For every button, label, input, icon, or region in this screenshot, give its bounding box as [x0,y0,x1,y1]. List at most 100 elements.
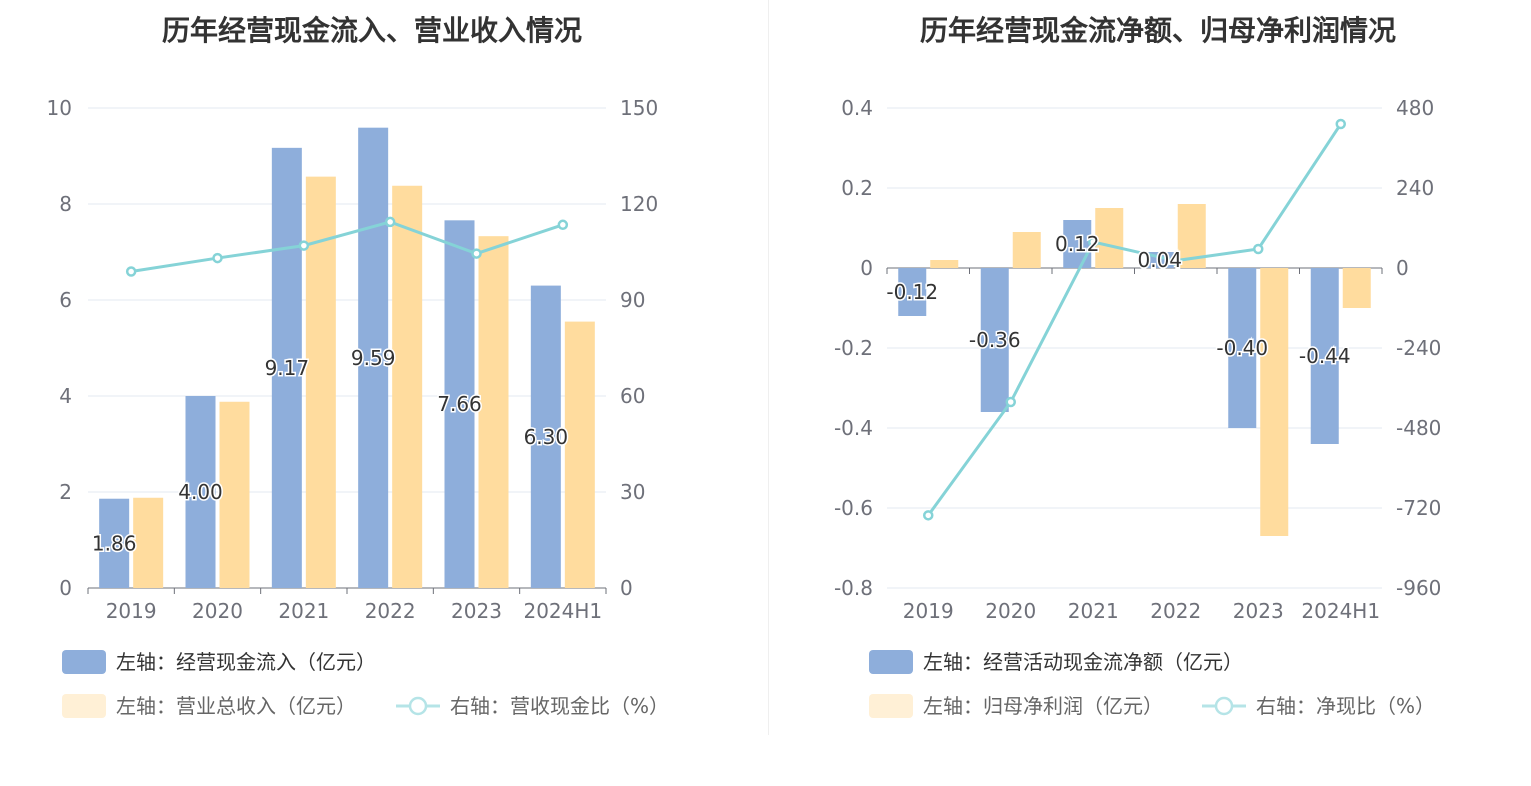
y-right-tick-label: -480 [1396,416,1441,440]
y-right-tick-label: 60 [620,384,645,408]
bar-data-label: 7.66 [437,392,482,416]
legend-label: 右轴：净现比（%） [1256,694,1435,718]
bar-data-label: 9.17 [265,356,310,380]
x-category-label: 2024H1 [523,599,602,623]
x-category-label: 2021 [1068,599,1119,623]
ratio-point [471,248,482,259]
y-right-tick-label: 480 [1396,96,1434,120]
bar-secondary [219,401,250,588]
y-left-tick-label: 0.2 [841,176,873,200]
right-chart-panel: 历年经营现金流净额、归母净利润情况 -0.8 -960 -0.6 -720 -0.4 -48… [770,0,1531,786]
bar-data-label: -0.44 [1299,344,1351,368]
legend-label: 右轴：营收现金比（%） [450,694,669,718]
legend-line-marker [408,696,428,716]
x-category-label: 2019 [106,599,157,623]
bar-primary [1228,268,1257,428]
bar-primary [358,127,389,589]
legend-swatch [62,650,106,674]
y-left-tick-label: -0.8 [834,576,873,600]
legend-label: 左轴：归母净利润（亿元） [923,694,1163,718]
y-right-tick-label: 120 [620,192,658,216]
chart-title: 历年经营现金流净额、归母净利润情况 [920,14,1396,47]
bar-data-label: -0.12 [886,280,938,304]
y-right-tick-label: -720 [1396,496,1441,520]
y-left-tick-label: -0.4 [834,416,873,440]
left-chart-panel: 历年经营现金流入、营业收入情况 0 0 2 30 4 60 6 90 8 120 10 150 2019 2… [0,0,765,786]
bar-data-label: 9.59 [351,346,396,370]
legend-swatch [62,694,106,718]
ratio-point [298,240,310,251]
y-left-tick-label: 0 [860,256,873,280]
bar-primary [980,268,1009,412]
y-right-tick-label: -960 [1396,576,1441,600]
bar-data-label: -0.40 [1216,336,1268,360]
bar-secondary [1095,208,1124,268]
legend-swatch [869,650,913,674]
bar-data-label: 6.30 [524,425,569,449]
right-chart: 历年经营现金流净额、归母净利润情况 -0.8 -960 -0.6 -720 -0.4 -48… [834,14,1441,718]
ratio-point [1335,118,1346,130]
left-chart: 历年经营现金流入、营业收入情况 0 0 2 30 4 60 6 90 8 120 10 150 2019 2… [47,14,669,718]
bar-data-label: -0.36 [969,328,1021,352]
bar-primary [1310,268,1339,444]
ratio-point [557,219,569,231]
bar-data-label: 0.04 [1137,248,1182,272]
ratio-point [125,266,137,277]
x-category-label: 2022 [365,599,416,623]
x-category-label: 2019 [903,599,954,623]
x-category-label: 2021 [278,599,329,623]
ratio-point [1088,236,1099,248]
y-right-tick-label: 0 [620,576,633,600]
chart-title: 历年经营现金流入、营业收入情况 [162,14,582,47]
legend-label: 左轴：营业总收入（亿元） [116,694,356,718]
panel-divider [768,0,769,735]
y-right-tick-label: 30 [620,480,645,504]
bar-secondary [478,236,509,588]
y-left-tick-label: 4 [59,384,72,408]
y-left-tick-label: -0.6 [834,496,873,520]
x-category-label: 2023 [451,599,502,623]
bar-primary [1063,220,1092,268]
x-category-label: 2020 [985,599,1036,623]
y-right-tick-label: 90 [620,288,645,312]
ratio-point [212,252,223,264]
ratio-point [1253,243,1264,255]
y-left-tick-label: 0 [59,576,72,600]
legend-label: 左轴：经营活动现金流净额（亿元） [923,650,1243,674]
bar-secondary [1260,268,1289,536]
bar-data-label: 1.86 [92,531,137,555]
bar-secondary [133,497,164,588]
ratio-point [1170,255,1181,266]
bar-secondary [392,185,423,588]
y-left-tick-label: 8 [59,192,72,216]
y-left-tick-label: -0.2 [834,336,873,360]
ratio-point [384,216,396,228]
legend-swatch [869,694,913,718]
bar-primary [99,498,130,588]
bar-primary [898,268,927,316]
bar-primary [271,147,302,588]
y-left-tick-label: 2 [59,480,72,504]
bar-secondary [1342,268,1371,308]
x-category-label: 2022 [1150,599,1201,623]
x-category-label: 2020 [192,599,243,623]
ratio-point [1005,396,1016,408]
y-right-tick-label: 240 [1396,176,1434,200]
x-category-label: 2023 [1233,599,1284,623]
bar-primary [444,220,475,588]
bar-data-label: 4.00 [178,480,223,504]
bar-secondary [1012,232,1041,268]
x-category-label: 2024H1 [1301,599,1380,623]
y-left-tick-label: 6 [59,288,72,312]
y-left-tick-label: 10 [47,96,72,120]
y-right-tick-label: 0 [1396,256,1409,280]
bar-primary [185,396,216,588]
legend-label: 左轴：经营现金流入（亿元） [116,650,376,674]
ratio-point [923,510,934,521]
legend-line-marker [1214,696,1234,716]
bar-data-label: 0.12 [1055,232,1100,256]
bar-secondary [564,321,595,588]
bar-primary [530,285,561,588]
y-left-tick-label: 0.4 [841,96,873,120]
bar-secondary [930,260,959,268]
